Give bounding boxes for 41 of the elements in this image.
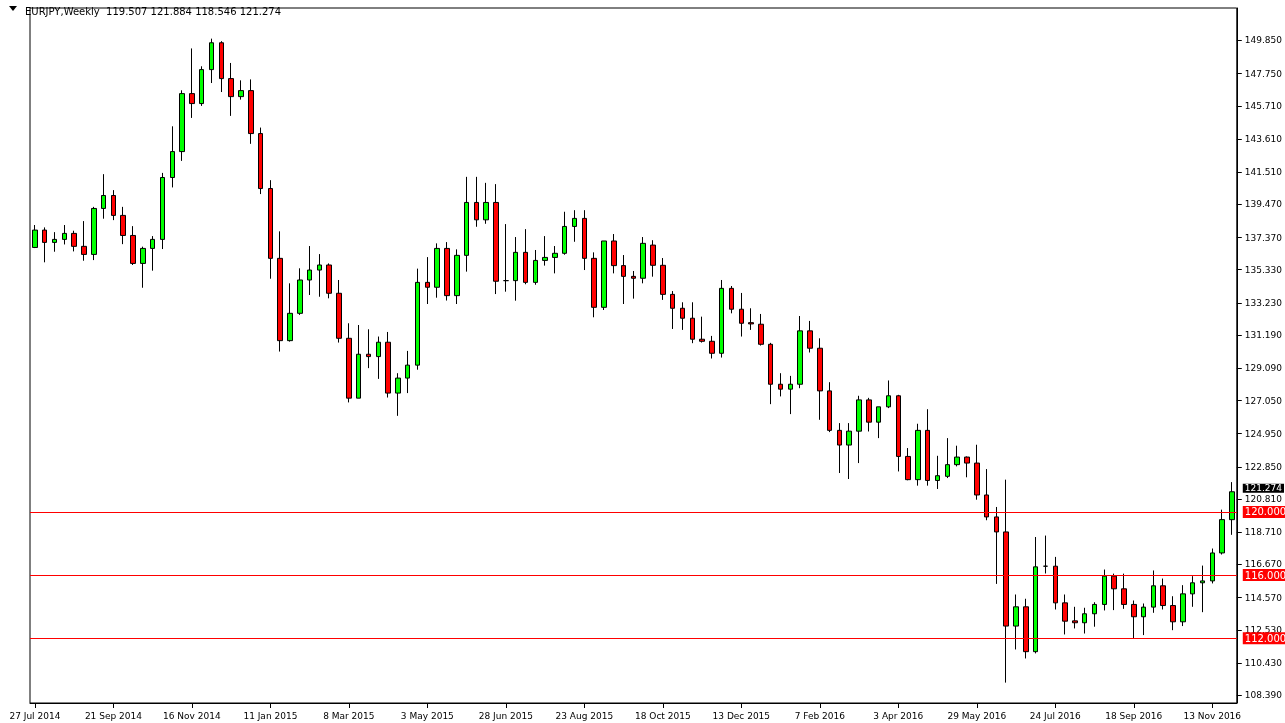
- y-tick-label: 137.370: [1244, 232, 1283, 243]
- x-tick-label: 24 Jul 2016: [1029, 710, 1082, 721]
- x-tick-label: 18 Oct 2015: [635, 710, 691, 721]
- y-tick-label: 145.710: [1244, 100, 1283, 111]
- x-tick-label: 16 Nov 2014: [163, 710, 221, 721]
- x-tick-label: 13 Nov 2016: [1183, 710, 1242, 721]
- y-tick-label: 110.430: [1244, 658, 1283, 669]
- y-tick-label: 108.390: [1244, 690, 1283, 701]
- ref-line-label: 120.000: [1244, 506, 1285, 518]
- y-tick-label: 147.750: [1244, 68, 1283, 79]
- chart-title: EURJPY,Weekly 119.507 121.884 118.546 121.274: [25, 5, 282, 17]
- ref-line-label: 116.000: [1244, 569, 1285, 581]
- y-tick-label: 122.850: [1244, 461, 1283, 472]
- x-tick-label: 29 May 2016: [947, 710, 1007, 721]
- y-tick-label: 131.190: [1244, 330, 1283, 341]
- text: 121.274: [1244, 483, 1283, 494]
- x-tick-label: 8 Mar 2015: [323, 710, 375, 721]
- x-tick-label: 3 May 2015: [400, 710, 454, 721]
- x-tick-label: 27 Jul 2014: [9, 710, 61, 721]
- x-tick-label: 18 Sep 2016: [1105, 710, 1163, 721]
- x-tick-label: 13 Dec 2015: [712, 710, 771, 721]
- y-tick-label: 120.810: [1244, 494, 1283, 505]
- x-tick-label: 21 Sep 2014: [84, 710, 143, 721]
- y-tick-label: 118.710: [1244, 527, 1283, 538]
- y-tick-label: 149.850: [1244, 35, 1283, 46]
- y-tick-label: 114.570: [1244, 592, 1283, 603]
- x-tick-label: 23 Aug 2015: [555, 710, 614, 721]
- y-tick-label: 127.050: [1244, 395, 1283, 406]
- y-tick-label: 124.950: [1244, 428, 1283, 439]
- ref-line-label: 112.000: [1244, 632, 1285, 644]
- y-tick-label: 116.670: [1244, 559, 1283, 570]
- y-tick-label: 135.330: [1244, 264, 1283, 275]
- y-tick-label: 141.510: [1244, 167, 1283, 178]
- x-tick-label: 28 Jun 2015: [478, 710, 533, 721]
- y-tick-label: 143.610: [1244, 133, 1283, 144]
- y-tick-label: 133.230: [1244, 297, 1283, 308]
- x-tick-label: 11 Jan 2015: [243, 710, 298, 721]
- y-tick-label: 139.470: [1244, 199, 1283, 210]
- x-tick-label: 3 Apr 2016: [873, 710, 924, 721]
- y-tick-label: 129.090: [1244, 363, 1283, 374]
- x-tick-label: 7 Feb 2016: [794, 710, 846, 721]
